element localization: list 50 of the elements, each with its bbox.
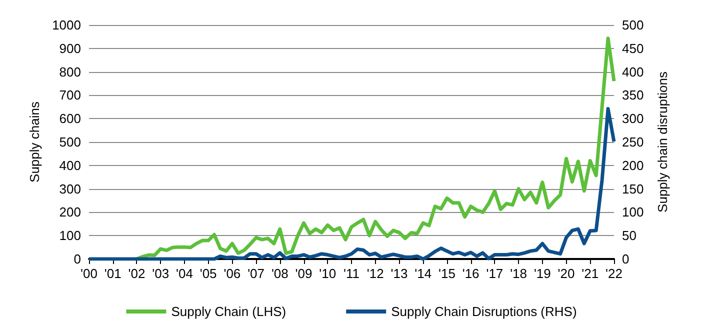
y-tick-label: 300 xyxy=(59,181,81,196)
y-tick-label: 600 xyxy=(59,111,81,126)
x-tick-label: '15 xyxy=(438,266,456,281)
x-tick-label: '00 xyxy=(80,266,98,281)
y2-tick-label: 0 xyxy=(622,252,630,266)
x-tick-label: '11 xyxy=(344,266,360,281)
y2-tick-label: 200 xyxy=(622,158,644,173)
y2-tick-label: 300 xyxy=(622,111,644,126)
y2-tick-label: 50 xyxy=(622,228,636,244)
y2-tick-label: 100 xyxy=(622,204,644,220)
x-tick-label: '21 xyxy=(582,266,599,281)
y2-axis-title: Supply chain disruptions xyxy=(655,71,670,212)
x-tick-label: '14 xyxy=(414,266,432,281)
x-tick-label: '19 xyxy=(534,266,551,281)
y-tick-label: 200 xyxy=(59,204,81,220)
y-tick-label: 100 xyxy=(59,228,81,244)
y-tick-label: 800 xyxy=(59,64,81,80)
x-tick-label: '09 xyxy=(295,266,312,281)
y-tick-label: 400 xyxy=(59,158,81,173)
x-tick-label: '17 xyxy=(486,266,504,281)
y2-tick-label: 150 xyxy=(622,181,644,196)
y2-tick-label: 350 xyxy=(622,88,644,103)
y-axis-title: Supply chains xyxy=(27,101,42,182)
y2-tick-label: 500 xyxy=(622,18,644,32)
x-tick-label: '12 xyxy=(366,266,384,281)
y2-tick-label: 250 xyxy=(622,134,644,150)
x-tick-label: '16 xyxy=(462,266,480,281)
x-tick-label: '03 xyxy=(152,266,170,281)
y-tick-label: 700 xyxy=(59,88,81,103)
legend-label: Supply Chain (LHS) xyxy=(171,304,286,319)
x-tick-label: '13 xyxy=(390,266,408,281)
y-tick-label: 0 xyxy=(74,252,81,266)
y2-tick-label: 400 xyxy=(622,64,644,80)
x-tick-label: '07 xyxy=(248,266,265,281)
x-tick-label: '06 xyxy=(224,266,241,281)
x-tick-label: '10 xyxy=(319,266,336,281)
x-tick-label: '04 xyxy=(176,266,193,281)
x-tick-label: '20 xyxy=(558,266,575,281)
x-tick-label: '02 xyxy=(128,266,146,281)
x-tick-label: '08 xyxy=(271,266,288,281)
x-tick-label: '05 xyxy=(200,266,217,281)
x-tick-label: '01 xyxy=(104,266,122,281)
legend-label: Supply Chain Disruptions (RHS) xyxy=(391,304,577,319)
line-series xyxy=(87,107,616,261)
y-tick-label: 1000 xyxy=(52,18,81,32)
y2-tick-label: 450 xyxy=(622,40,644,56)
x-tick-label: '22 xyxy=(606,266,622,281)
y-tick-label: 500 xyxy=(59,134,81,150)
x-tick-label: '18 xyxy=(510,266,528,281)
y-tick-label: 900 xyxy=(59,40,81,56)
